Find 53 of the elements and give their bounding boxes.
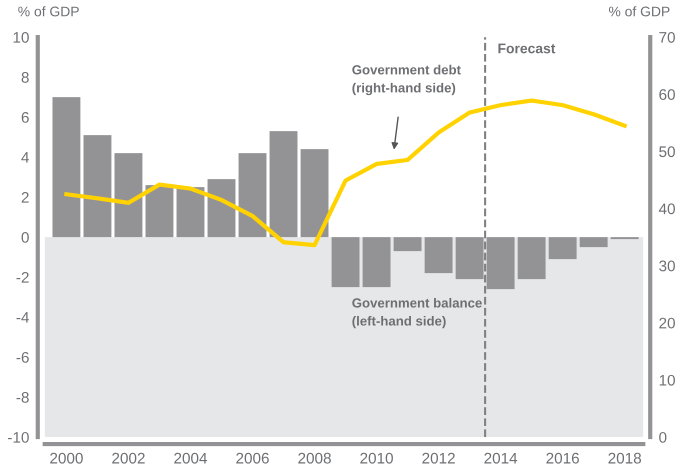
x-tick-label: 2016 [546, 452, 579, 464]
x-tick-label: 2000 [50, 452, 83, 464]
bar [580, 237, 608, 248]
bar [456, 237, 484, 280]
bar [176, 187, 204, 238]
x-tick-label: 2012 [422, 452, 455, 464]
y2-tick-label: 0 [659, 432, 666, 443]
ref-line-label: Forecast [498, 44, 556, 54]
bar [83, 135, 112, 238]
bar [238, 153, 266, 238]
bar [208, 179, 236, 238]
bar [114, 153, 142, 238]
y2-tick-label: 60 [659, 89, 675, 100]
bar [146, 185, 174, 238]
bar [332, 237, 360, 288]
y-tick-label: -2 [16, 272, 29, 283]
y-tick-label: -6 [16, 352, 29, 363]
bar [518, 237, 546, 280]
y-tick-label: 4 [21, 152, 29, 163]
y2-tick-label: 70 [659, 32, 675, 43]
x-tick-label: 2004 [174, 452, 208, 464]
bar [424, 237, 453, 274]
bar [52, 97, 80, 238]
y-tick-label: -4 [16, 312, 29, 323]
y-tick-label: 6 [22, 112, 29, 123]
x-tick-label: 2002 [112, 452, 145, 464]
line-series [64, 98, 627, 248]
y-tick-label: 2 [22, 192, 29, 203]
y2-tick-label: 20 [659, 318, 675, 329]
bar [362, 237, 391, 288]
y2-axis-title: % of GDP [608, 6, 670, 16]
y-tick-label: -10 [8, 432, 29, 443]
x-tick-label: 2014 [484, 452, 518, 464]
y-tick-label: 8 [22, 72, 29, 83]
bar [548, 237, 577, 260]
y-tick-label: 0 [22, 232, 29, 243]
bar [394, 237, 422, 252]
bar [300, 149, 328, 238]
x-tick-label: 2008 [298, 452, 331, 464]
y-axis-title: % of GDP [18, 6, 79, 16]
y2-tick-label: 30 [659, 260, 675, 272]
y-tick-label: 10 [14, 32, 29, 43]
y2-tick-label: 10 [660, 374, 675, 386]
x-tick-label: 2018 [608, 452, 642, 464]
y-tick-label: -8 [16, 392, 29, 403]
x-tick-label: 2006 [236, 452, 269, 464]
bar [486, 237, 515, 290]
annotation: Government debt (right-hand side) [352, 64, 461, 96]
annotation: Government balance (left-hand side) [352, 298, 482, 328]
x-tick-label: 2010 [360, 452, 393, 464]
y2-tick-label: 40 [658, 203, 675, 214]
y2-tick-label: 50 [659, 146, 675, 158]
bar [270, 131, 298, 238]
